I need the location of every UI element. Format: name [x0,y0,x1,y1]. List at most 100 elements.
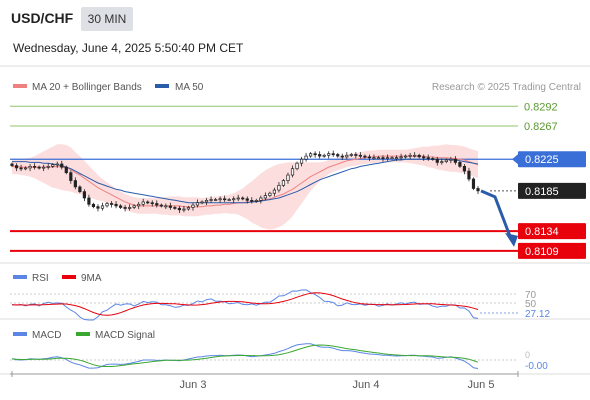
candle-body [213,199,218,201]
candle-body [322,154,326,157]
ma50-legend-label: MA 50 [175,82,204,93]
bollinger-band-area [12,144,478,230]
candle-body [164,205,168,208]
candle-body [60,163,64,168]
candle-body [200,201,204,204]
level-label-0.8267: 0.8267 [524,121,558,133]
macd-line [11,343,479,369]
candle-body [137,203,141,207]
candle-body [444,159,448,162]
candle-body [277,184,281,191]
candle-body [349,154,353,156]
candle-body [105,203,109,207]
rsi-legend-label: RSI [32,273,49,284]
candle-body [413,154,417,157]
macd-signal-line [11,344,479,367]
rsi-line [11,289,479,321]
x-tick-jun5: Jun 5 [468,379,495,391]
level-label-0.8109: 0.8109 [525,246,559,258]
candle-body [331,153,335,156]
candle-body [390,157,394,160]
level-badge-0.8225 [518,151,586,168]
candle-body [367,156,372,159]
candle-body [37,166,41,169]
candle-body [109,203,114,205]
rsi-level-50-label: 50 [525,299,537,310]
candle-body [435,158,439,163]
candle-body [23,167,28,170]
candle-body [440,161,444,163]
candle-body [155,203,159,206]
candle-body [363,155,367,158]
candle-body [55,163,59,166]
candle-body [394,157,399,160]
ma50-line [12,158,479,204]
candle-body [281,180,286,186]
candle-body [318,154,322,157]
level-badge-0.8134 [518,223,586,240]
candle-body [141,201,145,205]
candle-body [336,154,340,157]
ma20-legend-swatch [13,84,27,88]
candle-body [431,158,435,160]
candle-body [123,207,127,209]
candle-body [69,172,73,181]
candle-body [313,153,317,156]
level-badge-pointer [512,154,518,165]
forecast-arrow-head [505,232,518,247]
candle-body [449,158,453,161]
candle-body [191,204,195,208]
credit-label: Research © 2025 Trading Central [432,82,581,93]
level-labels: 0.8292 0.8267 0.8225 0.8185 0.8134 0.8109 [512,101,586,259]
candle-body [114,203,118,207]
rsi-ma-legend-label: 9MA [81,273,102,284]
moving-averages [12,155,479,208]
candle-body [295,162,299,170]
candle-body [100,205,105,209]
candle-body [132,205,136,208]
candle-body [327,153,331,156]
candle-body [128,207,132,209]
candle-body [118,205,123,208]
candle-body [218,198,222,201]
rsi-last-value: 27.12 [525,309,550,320]
candle-body [417,154,421,158]
candle-body [422,156,426,159]
macd-signal-legend-label: MACD Signal [95,330,155,341]
candle-body [408,154,412,157]
candle-body [33,166,37,168]
candle-body [304,155,308,160]
candle-body [91,203,96,208]
timeframe-button[interactable]: 30 MIN [81,7,133,31]
macd-legend-swatch [13,332,27,336]
candle-body [159,204,163,207]
candle-body [263,195,267,199]
candle-body [399,156,403,159]
forecast-arrow [480,189,518,247]
candle-body [467,170,471,180]
candle-body [209,199,213,201]
candle-body [232,198,236,201]
candle-body [354,154,358,156]
candle-body [458,162,462,167]
candle-body [268,192,272,196]
candle-body [96,206,100,209]
candlesticks [10,150,480,213]
candle-body [19,167,23,170]
candle-body [340,155,344,158]
level-badge-0.8185 [518,182,586,199]
macd-signal-legend-swatch [76,332,90,336]
candle-body [28,166,32,169]
candle-body [51,164,55,167]
chart-header: USD/CHF 30 MIN Wednesday, June 4, 2025 5… [0,0,590,66]
rsi-ma-legend-swatch [62,275,76,279]
candle-body [245,198,249,201]
level-label-0.8225: 0.8225 [525,154,559,166]
candle-body [453,158,457,163]
candle-body [204,199,209,203]
candle-body [471,178,476,189]
forecast-arrow-line [480,189,513,240]
bollinger-band [12,144,478,230]
candle-body [381,157,385,160]
